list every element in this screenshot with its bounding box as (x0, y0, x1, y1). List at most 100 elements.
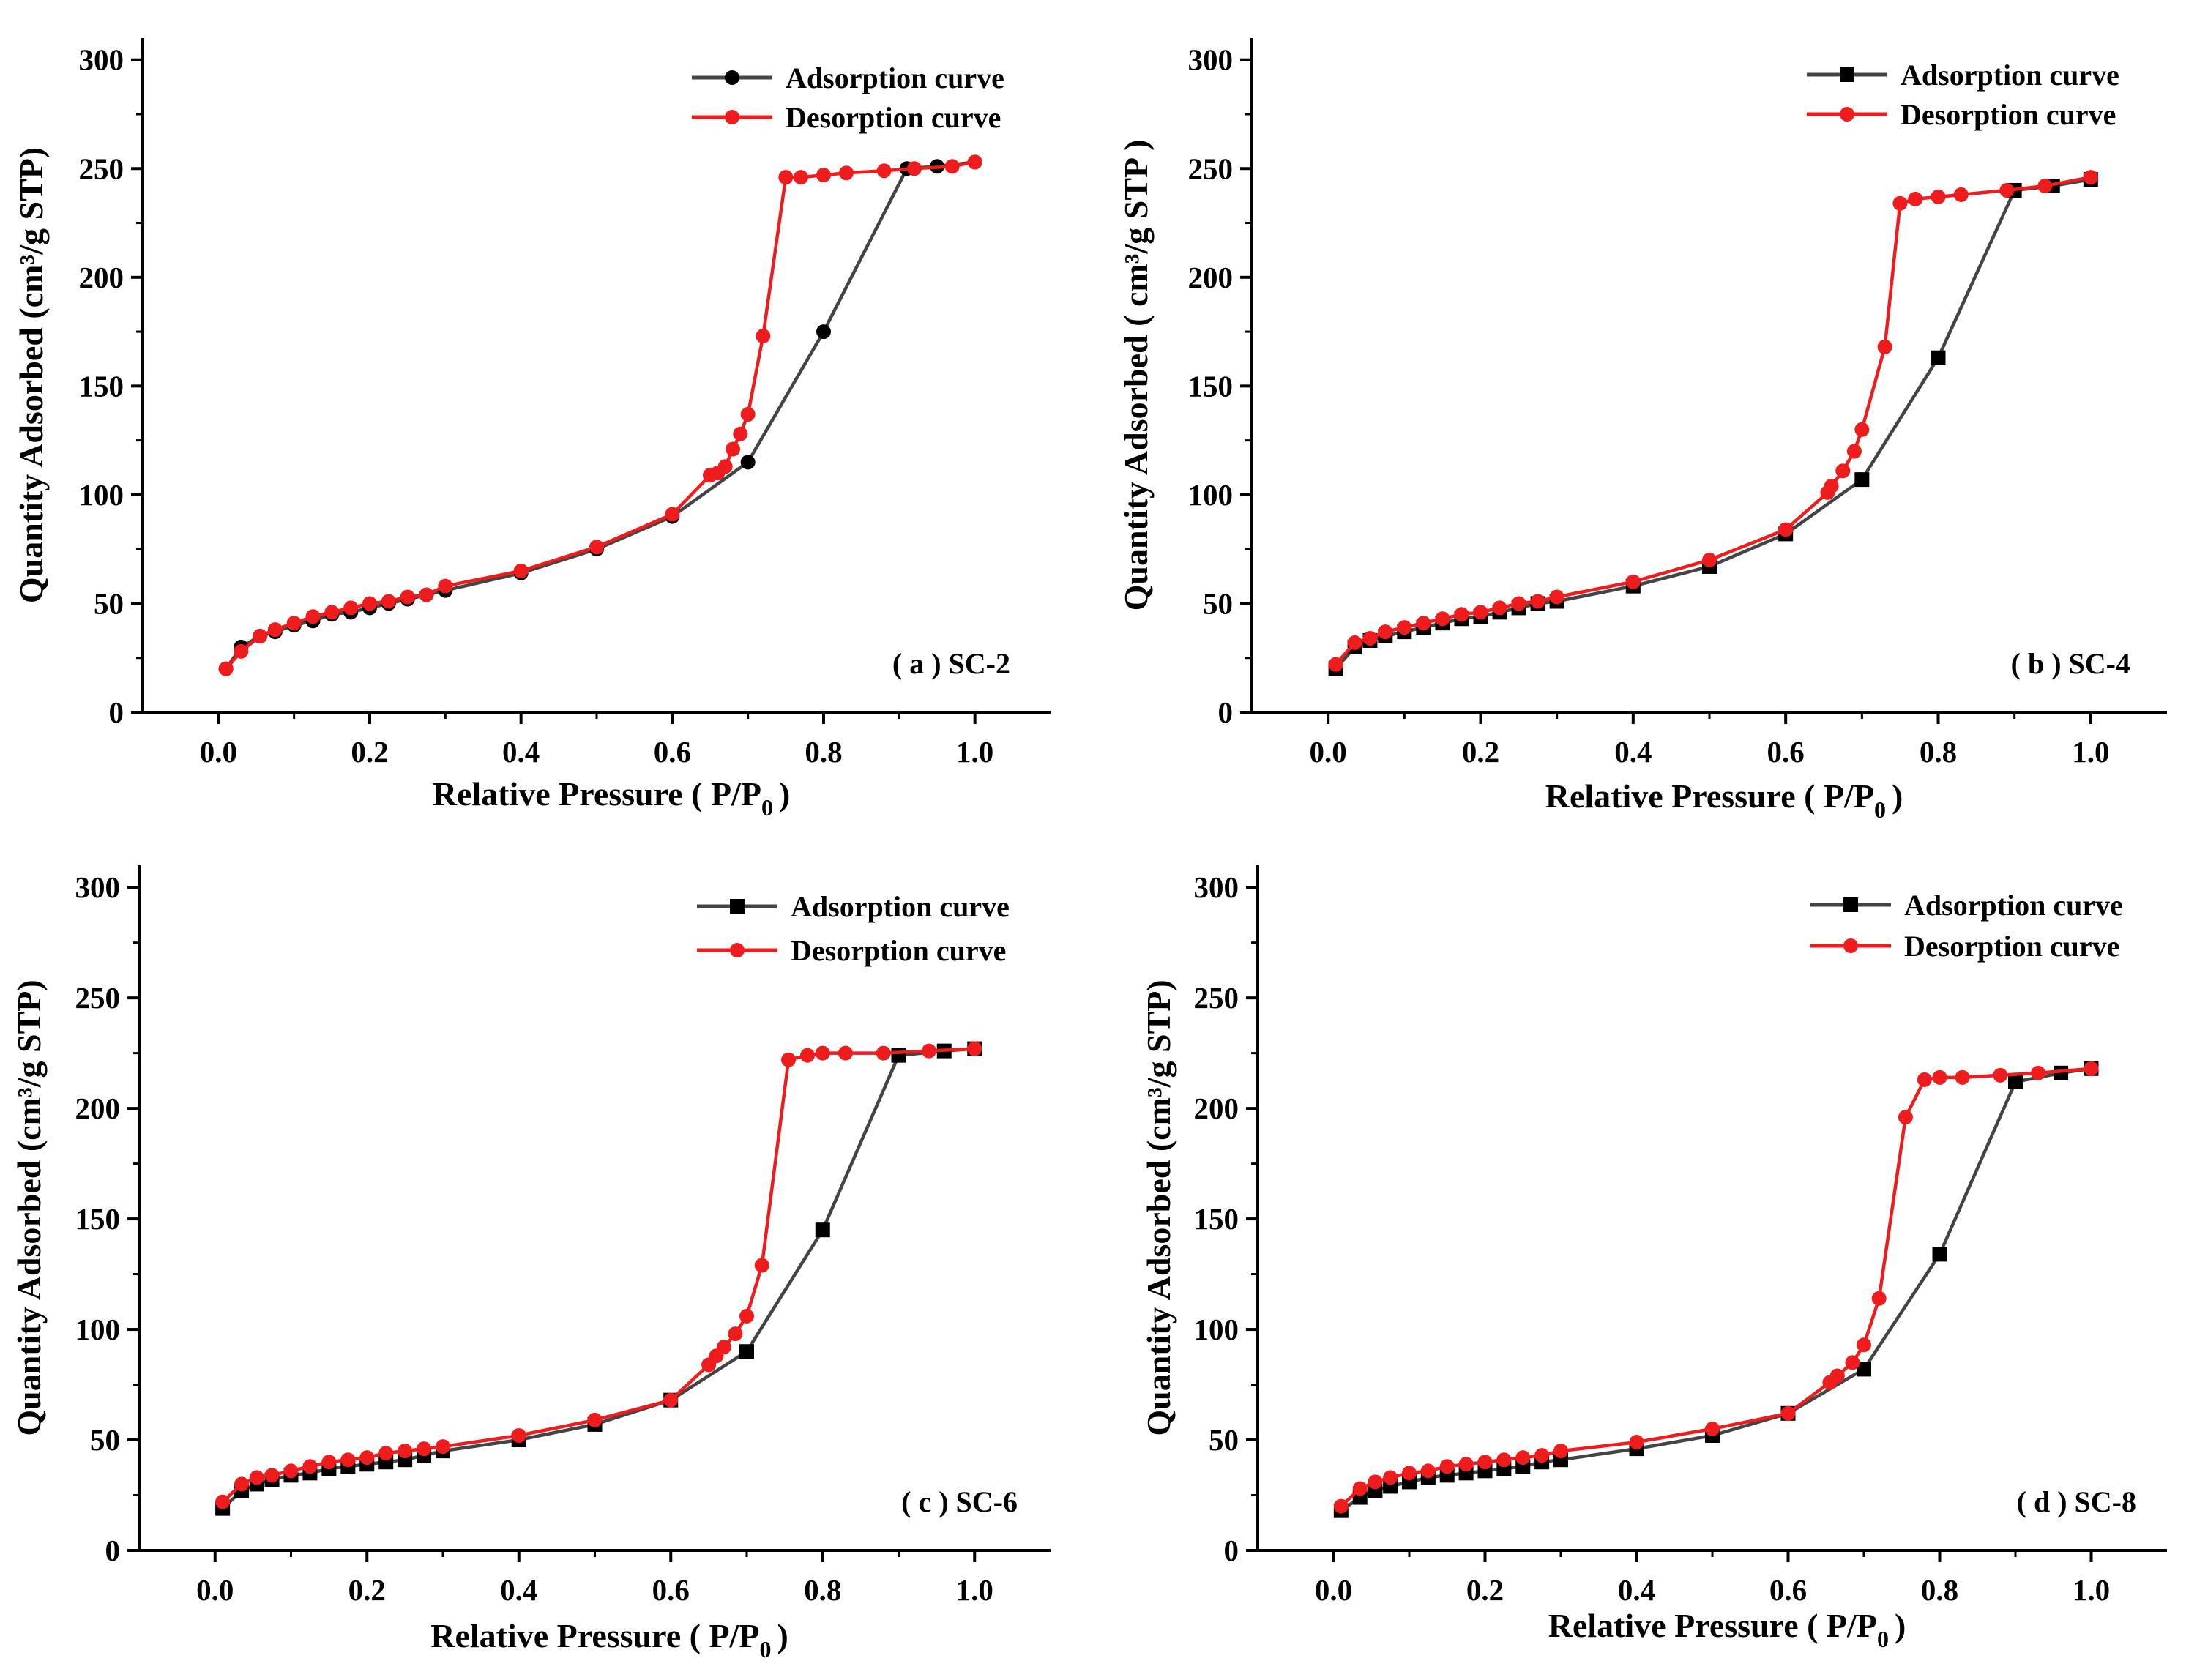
desorption-point (1492, 600, 1507, 616)
x-axis-title: Relative Pressure ( P/P0) (430, 1617, 788, 1662)
desorption-point (305, 609, 321, 624)
desorption-point (876, 163, 892, 179)
y-tick-label: 300 (75, 870, 121, 904)
y-tick-label: 150 (79, 369, 124, 403)
desorption-point (1368, 1474, 1383, 1490)
legend-marker (730, 899, 745, 914)
desorption-point (1854, 422, 1870, 437)
adsorption-point (1857, 1362, 1871, 1377)
x-tick-label: 1.0 (2073, 1573, 2110, 1607)
desorption-point (400, 589, 415, 605)
desorption-line (221, 1047, 975, 1504)
desorption-point (728, 1326, 743, 1342)
desorption-point (381, 594, 396, 609)
desorption-point (1629, 1435, 1644, 1450)
adsorption-point (1854, 472, 1870, 488)
legend-label: Desorption curve (1904, 930, 2119, 963)
desorption-point (907, 161, 922, 176)
adsorption-line (1334, 177, 2092, 671)
desorption-point (1511, 596, 1526, 611)
legend-marker (1843, 897, 1858, 912)
desorption-point (398, 1444, 413, 1459)
panel-label: ( b ) SC-4 (2011, 647, 2130, 680)
desorption-point (436, 1439, 450, 1455)
adsorption-line (221, 1047, 975, 1510)
desorption-point (1402, 1466, 1417, 1481)
y-axis-title: Quantity Adsorbed (cm³/g STP) (12, 147, 50, 603)
desorption-point (665, 507, 680, 522)
x-tick-label: 0.8 (805, 735, 842, 769)
desorption-point (726, 441, 740, 457)
desorption-point (1378, 624, 1393, 640)
x-tick-label: 0.0 (1315, 1573, 1352, 1607)
y-tick-label: 250 (79, 152, 124, 185)
desorption-point (253, 629, 268, 644)
panel-label: ( c ) SC-6 (901, 1485, 1018, 1518)
y-tick-label: 50 (1209, 1423, 1239, 1457)
legend-label: Adsorption curve (791, 890, 1010, 923)
desorption-point (2084, 1061, 2099, 1076)
desorption-point (922, 1043, 936, 1059)
x-tick-label: 0.0 (196, 1573, 234, 1607)
adsorption-point (815, 1222, 830, 1238)
desorption-point (1931, 189, 1946, 204)
desorption-point (1477, 1455, 1493, 1470)
desorption-point (1705, 1421, 1720, 1436)
y-tick-label: 200 (79, 261, 124, 294)
legend-label: Adsorption curve (786, 61, 1004, 94)
x-tick-label: 0.6 (1769, 1573, 1807, 1607)
legend-label: Adsorption curve (1901, 59, 2119, 92)
y-tick-label: 50 (90, 1423, 120, 1457)
legend-label: Desorption curve (786, 101, 1001, 134)
y-tick-label: 250 (75, 981, 121, 1015)
y-tick-label: 250 (1194, 981, 1239, 1015)
adsorption-point (739, 1344, 754, 1359)
axes-frame (138, 865, 1051, 1552)
desorption-point (1778, 522, 1794, 537)
desorption-point (438, 578, 453, 594)
desorption-point (756, 329, 771, 344)
desorption-point (1362, 630, 1378, 646)
desorption-point (1780, 1405, 1796, 1421)
desorption-point (218, 661, 234, 676)
adsorption-point (740, 455, 756, 470)
desorption-point (343, 600, 359, 616)
desorption-point (1932, 1069, 1947, 1085)
desorption-point (1458, 1457, 1474, 1472)
desorption-point (794, 170, 808, 185)
x-tick-label: 0.4 (500, 1573, 537, 1607)
y-tick-label: 200 (1188, 261, 1234, 294)
desorption-point (1515, 1450, 1531, 1466)
y-tick-label: 50 (1203, 586, 1233, 620)
desorption-point (378, 1446, 394, 1461)
desorption-point (321, 1455, 337, 1470)
desorption-point (587, 1412, 603, 1427)
desorption-point (754, 1258, 769, 1273)
legend-marker (730, 943, 745, 957)
adsorption-point (816, 324, 831, 340)
x-tick-label: 0.4 (1614, 735, 1652, 769)
desorption-point (839, 165, 854, 181)
axes-frame (141, 38, 1051, 714)
legend-marker (1843, 938, 1858, 953)
desorption-point (362, 596, 377, 611)
y-tick-label: 0 (109, 695, 124, 729)
panel-label: ( d ) SC-8 (2017, 1485, 2136, 1518)
desorption-point (967, 1041, 982, 1056)
desorption-point (2037, 179, 2053, 194)
y-tick-label: 150 (75, 1202, 121, 1236)
x-tick-label: 0.6 (652, 1573, 690, 1607)
y-tick-label: 250 (1188, 152, 1234, 185)
y-tick-label: 200 (75, 1091, 121, 1125)
legend-marker (725, 70, 739, 85)
desorption-point (739, 1308, 754, 1324)
desorption-point (816, 168, 831, 183)
desorption-point (1416, 616, 1431, 631)
desorption-point (1846, 444, 1862, 459)
desorption-point (215, 1494, 231, 1509)
desorption-point (1553, 1444, 1568, 1459)
y-tick-label: 300 (1188, 43, 1234, 77)
legend-label: Adsorption curve (1904, 889, 2123, 922)
x-tick-label: 0.8 (1920, 735, 1957, 769)
desorption-point (1534, 1448, 1550, 1463)
